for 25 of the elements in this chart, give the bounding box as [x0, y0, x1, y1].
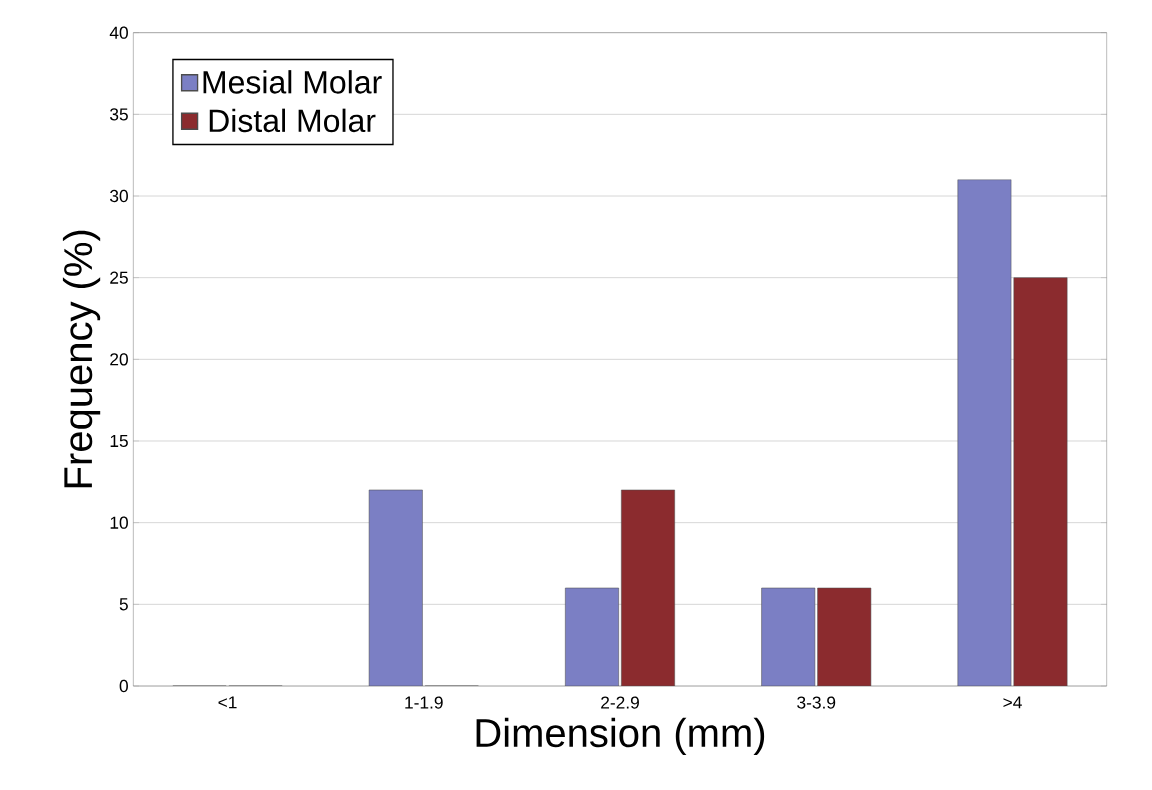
x-tick-label: >4	[1003, 696, 1022, 709]
y-tick-label: 0	[119, 679, 128, 693]
y-tick-label: 40	[109, 26, 128, 39]
bar	[1013, 277, 1068, 686]
bar	[565, 587, 619, 686]
legend-label: Distal Molar	[209, 108, 376, 133]
y-tick-label: 20	[110, 353, 128, 366]
y-tick-label: 15	[110, 434, 128, 448]
y-tick-label: 5	[119, 598, 128, 611]
x-tick-label: 2-2.9	[601, 696, 639, 709]
bar	[817, 587, 872, 686]
y-axis-title: Frequency (%)	[62, 230, 101, 488]
bar	[621, 489, 675, 686]
y-tick-label: 10	[110, 516, 128, 529]
legend-label: Mesial Molar	[203, 70, 382, 94]
y-tick-label: 25	[110, 271, 128, 284]
y-tick-label: 30	[110, 189, 128, 203]
y-tick-label: 35	[110, 108, 128, 121]
x-tick-label: <1	[218, 696, 237, 709]
bar	[761, 587, 816, 686]
x-axis-title: Dimension (mm)	[476, 717, 765, 756]
x-tick-label: 3-3.9	[797, 696, 836, 709]
x-tick-label: 1-1.9	[405, 696, 443, 709]
bar	[957, 179, 1012, 686]
bar	[368, 489, 423, 686]
